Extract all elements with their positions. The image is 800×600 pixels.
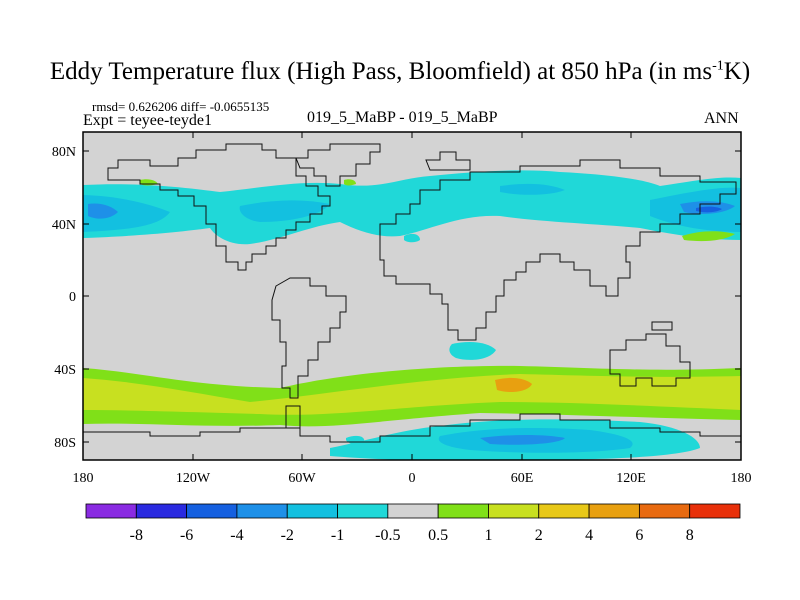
southern-yellow-band	[83, 374, 741, 415]
title-main: Eddy Temperature flux (High Pass, Bloomf…	[49, 58, 713, 85]
lat-label: 80S	[54, 436, 76, 451]
lat-axis-labels: 80N 40N 0 40S 80S	[52, 145, 76, 451]
plot-title: Eddy Temperature flux (High Pass, Bloomf…	[0, 58, 800, 86]
antarctic-strong-blue	[480, 435, 565, 445]
colorbar-swatch	[538, 503, 590, 519]
north-atlantic-blue	[239, 200, 330, 222]
colorbar: -8 -6 -4 -2 -1 -0.5 0.5 1 2 4 6 8	[85, 503, 741, 544]
colorbar-label: 1	[484, 527, 492, 544]
south-indian-blue-patch	[449, 342, 496, 360]
colorbar-swatch	[638, 503, 691, 519]
lon-label: 60E	[511, 471, 534, 486]
green-spot	[344, 179, 356, 186]
colorbar-swatch	[387, 503, 439, 519]
blue-spot	[404, 233, 420, 243]
green-spot	[682, 231, 735, 242]
colorbar-label: -4	[230, 527, 243, 544]
lon-label: 180	[73, 471, 94, 486]
colorbar-swatch	[337, 503, 389, 519]
colorbar-swatch	[488, 503, 540, 519]
colorbar-label: -0.5	[375, 527, 400, 544]
lat-label: 40S	[54, 363, 76, 378]
east-asia-deep-blue	[696, 206, 722, 213]
colorbar-swatch	[689, 503, 741, 519]
lon-label: 120E	[616, 471, 646, 486]
southern-orange-core	[495, 377, 532, 392]
colorbar-label: -1	[331, 527, 344, 544]
season-label: ANN	[704, 110, 739, 127]
lat-label: 80N	[52, 145, 76, 160]
colorbar-label: 4	[585, 527, 593, 544]
cases-label: 019_5_MaBP - 019_5_MaBP	[307, 109, 498, 126]
colorbar-swatch	[186, 503, 238, 519]
colorbar-swatch	[135, 503, 188, 519]
colorbar-label: -6	[180, 527, 193, 544]
title-end: K)	[723, 58, 751, 85]
colorbar-label: 0.5	[428, 527, 448, 544]
colorbar-swatch	[588, 503, 640, 519]
colorbar-swatch	[85, 503, 137, 519]
tick-marks	[82, 132, 742, 460]
lon-label: 60W	[288, 471, 316, 486]
colorbar-label: 2	[535, 527, 543, 544]
lat-label: 40N	[52, 218, 76, 233]
eurasia-blue	[500, 183, 565, 195]
colorbar-swatch	[236, 503, 288, 519]
north-pacific-blue	[83, 195, 170, 232]
north-pacific-strong-blue	[88, 203, 118, 219]
lon-label: 120W	[176, 471, 211, 486]
colorbar-label: 6	[635, 527, 643, 544]
title-superscript: -1	[712, 58, 724, 74]
northern-light-blue-belt	[83, 170, 741, 245]
coastlines	[83, 143, 741, 443]
colorbar-swatch	[286, 503, 338, 519]
experiment-label: Expt = teyee-teyde1	[83, 112, 212, 129]
colorbar-swatch	[437, 503, 489, 519]
stats-line: rmsd= 0.626206 diff= -0.0655135	[92, 99, 270, 114]
colorbar-label: 8	[686, 527, 694, 544]
lat-label: 0	[69, 290, 76, 305]
lon-label: 0	[409, 471, 416, 486]
colorbar-label: -2	[281, 527, 294, 544]
lon-label: 180	[731, 471, 752, 486]
lon-axis-labels: 180 120W 60W 0 60E 120E 180	[73, 471, 752, 486]
flux-contours	[83, 170, 741, 460]
colorbar-label: -8	[130, 527, 143, 544]
blue-spot	[398, 185, 410, 192]
